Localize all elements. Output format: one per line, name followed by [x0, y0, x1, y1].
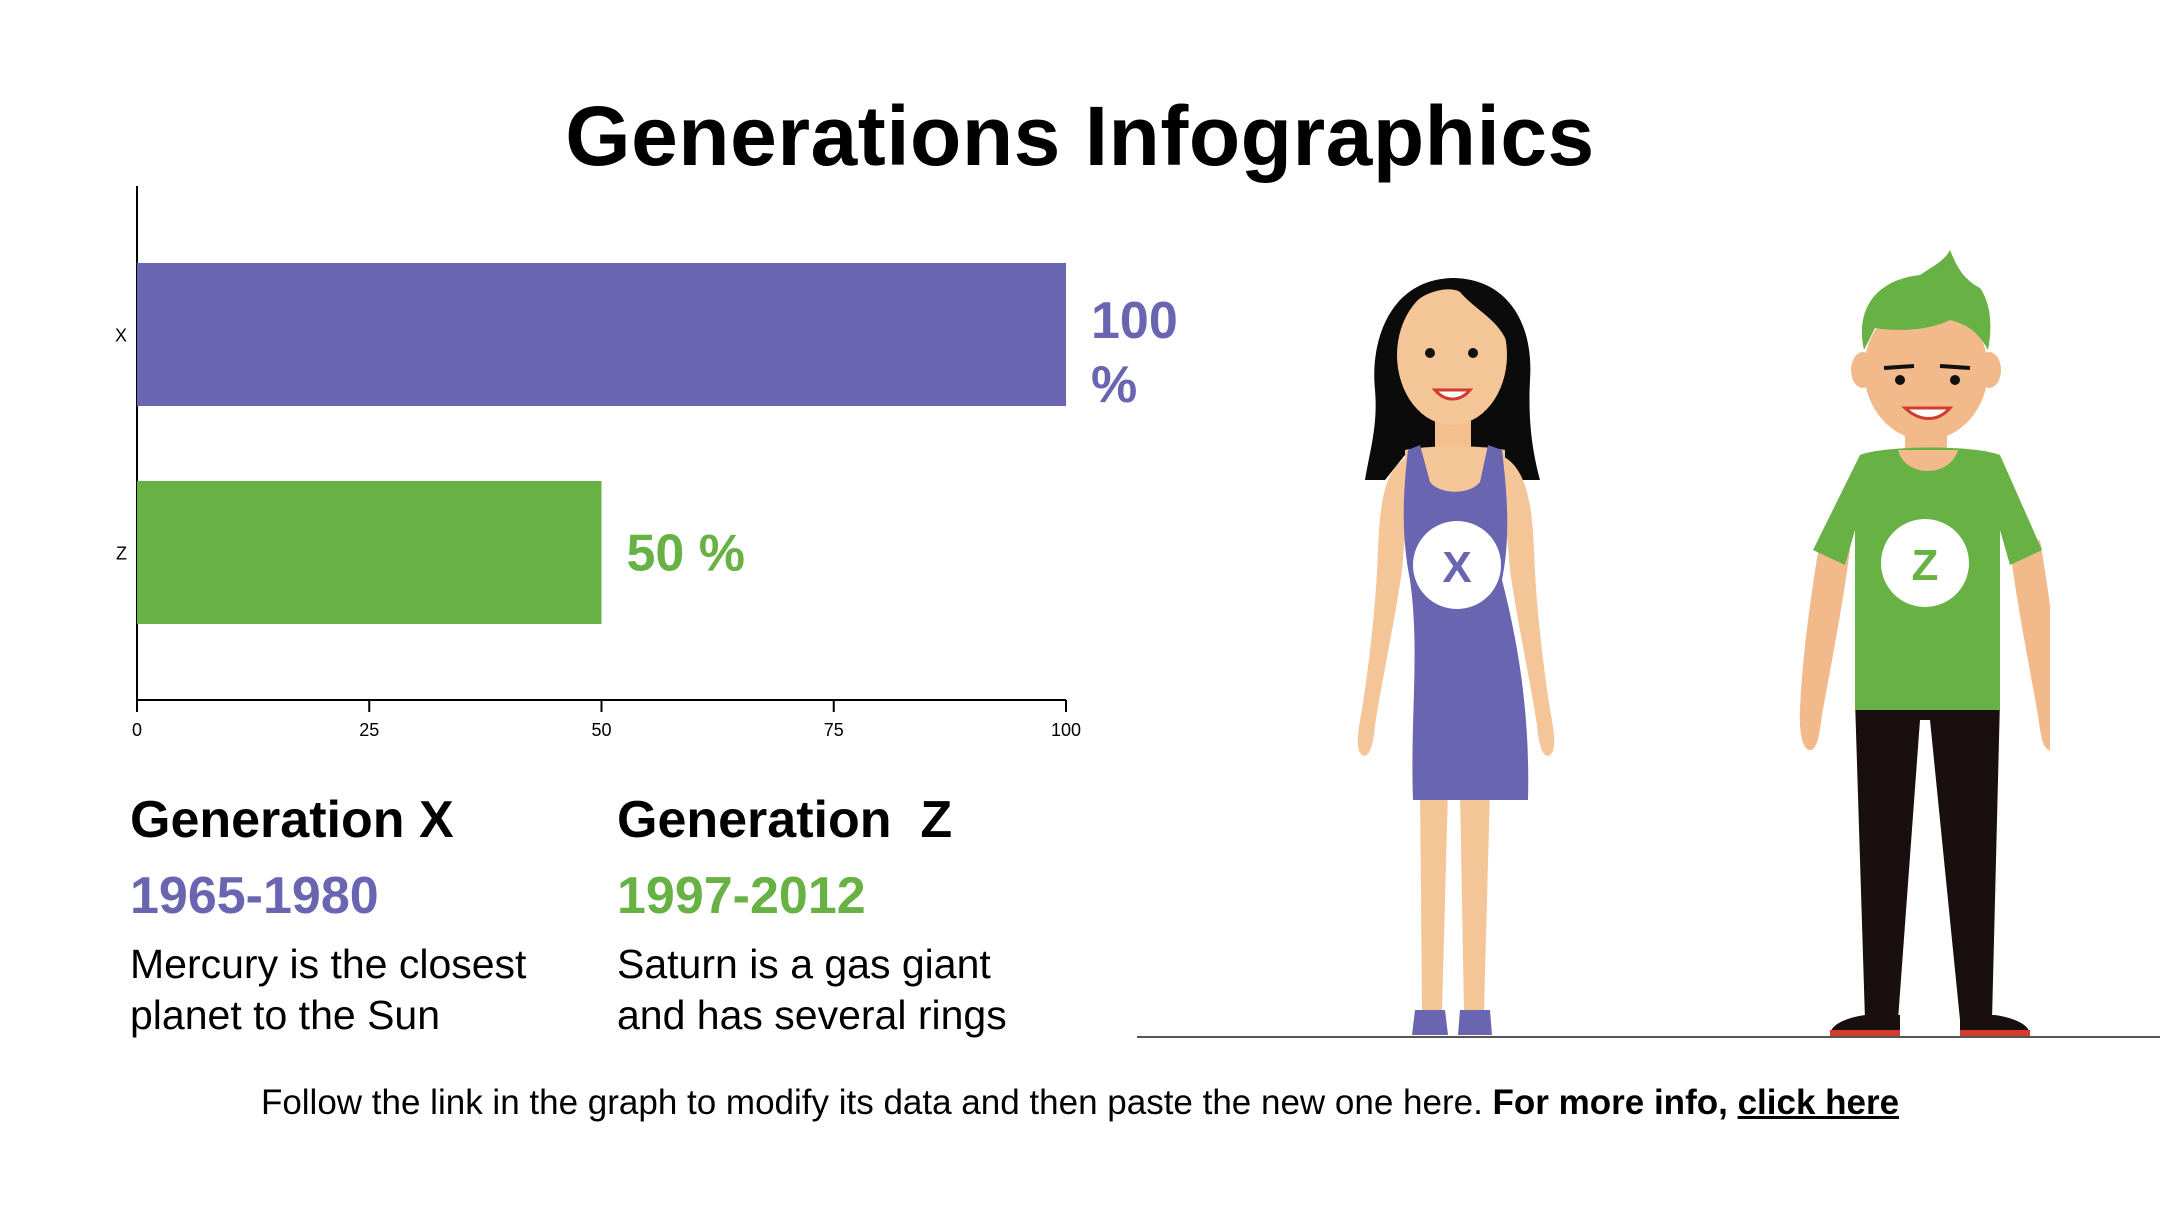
badge-z-label: Z — [1912, 541, 1939, 590]
ground-line — [1137, 1036, 2160, 1038]
woman-figure: X — [1357, 278, 1555, 1035]
generation-z-desc-line1: Saturn is a gas giant — [617, 941, 991, 987]
bar-chart[interactable]: X 100 % Z 50 % 0 25 50 75 100 — [0, 0, 1200, 760]
bar-z — [137, 481, 602, 624]
badge-x-label: X — [1442, 543, 1471, 592]
page-title: Generations Infographics — [565, 89, 1595, 183]
generation-z-description: Saturn is a gas giant and has several ri… — [617, 939, 1087, 1041]
generation-z-years: 1997-2012 — [617, 867, 866, 925]
generation-x-desc-line2: planet to the Sun — [130, 992, 441, 1038]
generation-x-description: Mercury is the closest planet to the Sun — [130, 939, 600, 1041]
man-figure: Z — [1799, 250, 2050, 1036]
x-tick-label-25: 25 — [359, 720, 379, 740]
x-tick-label-75: 75 — [824, 720, 844, 740]
x-tick-label-50: 50 — [591, 720, 611, 740]
value-label-x: 100% — [1091, 292, 1178, 414]
bar-x — [137, 263, 1066, 406]
generation-x-block: Generation X 1965-1980 Mercury is the cl… — [130, 785, 600, 1041]
click-here-link[interactable]: click here — [1737, 1083, 1900, 1122]
generation-z-block: Generation Z 1997-2012 Saturn is a gas g… — [617, 785, 1087, 1041]
generation-z-desc-line2: and has several rings — [617, 992, 1007, 1038]
x-tick-label-100: 100 — [1051, 720, 1081, 740]
x-tick-label-0: 0 — [132, 720, 142, 740]
footer-text: Follow the link in the graph to modify i… — [260, 1083, 1483, 1122]
footer-note: Follow the link in the graph to modify i… — [0, 1083, 2160, 1123]
generation-x-years: 1965-1980 — [130, 867, 379, 925]
category-label-x: X — [115, 326, 127, 346]
generation-x-desc-line1: Mercury is the closest — [130, 941, 527, 987]
generation-z-title: Generation Z — [617, 791, 953, 849]
category-label-z: Z — [116, 544, 127, 564]
value-label-z: 50 % — [627, 525, 746, 583]
generation-figures-illustration: X Z — [1357, 250, 2050, 1036]
footer-bold-text: For more info, — [1492, 1083, 1728, 1122]
generation-x-title: Generation X — [130, 791, 454, 849]
